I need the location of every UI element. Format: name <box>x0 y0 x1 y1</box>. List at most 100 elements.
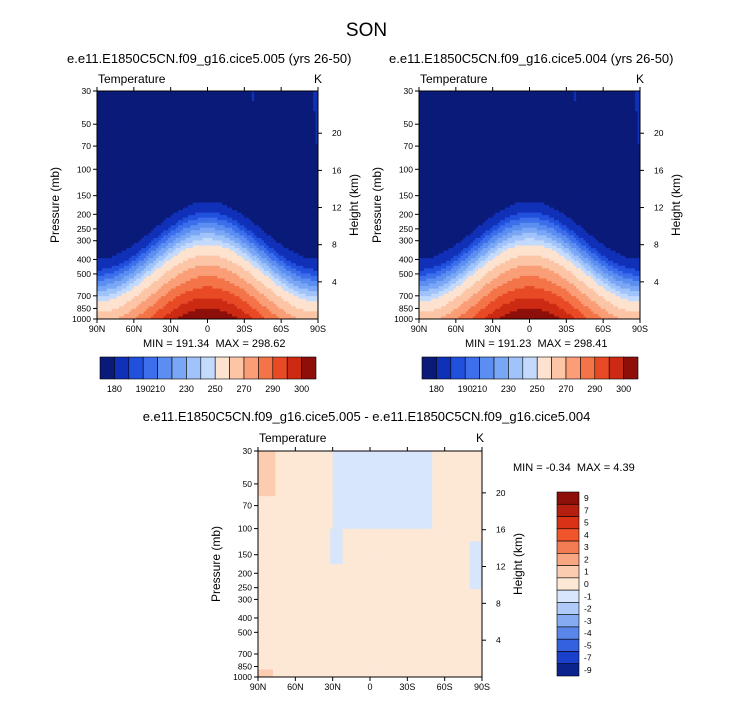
panel2-colorbar-swatch <box>450 356 466 380</box>
panel1-colorbar-swatch <box>114 356 130 380</box>
panel2-colorbar-swatch <box>623 356 639 380</box>
panel3-xtick-label: 30N <box>324 682 341 692</box>
panel3-colorbar-label: -7 <box>584 653 592 663</box>
panel3-colorbar: 9 7 5 4 3 2 1 0 -1 -2 -3 -4 -5 -7 -9 <box>556 491 592 677</box>
panel3-colorbar-swatch <box>556 528 580 542</box>
panel3-colorbar-label: -3 <box>584 616 592 626</box>
panel2-plot: 90N 60N 30N 0 30S 60S 90S 30 50 70 100 150 200 250 300… <box>370 86 683 334</box>
panel2-colorbar-label: 190 <box>458 384 473 394</box>
panel2-colorbar-label: 290 <box>587 384 602 394</box>
panel2-y2tick-label: 8 <box>654 240 659 250</box>
panel1-colorbar-label: 270 <box>236 384 251 394</box>
panel1-minmax: MIN = 191.34 MAX = 298.62 <box>143 338 286 350</box>
panel2-field <box>419 91 640 319</box>
panel3-colorbar-swatch <box>556 503 580 517</box>
panel1-plot: 90N 60N 30N 0 30S 60S 90S 30 50 70 100 150 200 250 300… <box>48 86 361 334</box>
panel1-ytick-label: 150 <box>77 191 91 201</box>
panel3-colorbar-label: 9 <box>584 493 589 503</box>
panel1-ytick-label: 300 <box>77 236 91 246</box>
panel3-xtick-label: 90N <box>250 682 267 692</box>
panel2-ytick-label: 50 <box>404 119 414 129</box>
panel3-max: MAX = 4.39 <box>577 462 635 474</box>
panel2-colorbar-swatch <box>565 356 581 380</box>
panel2-ylabel: Pressure (mb) <box>370 167 384 243</box>
panel2-y2tick-label: 20 <box>654 128 664 138</box>
panel1-ytick-label: 400 <box>77 254 91 264</box>
panel3-colorbar-swatch <box>556 565 580 579</box>
panel3-colorbar-label: 3 <box>584 542 589 552</box>
panel1-colorbar-label: 230 <box>179 384 194 394</box>
panel1-y2tick-label: 8 <box>332 240 337 250</box>
panel3-colorbar-swatch <box>556 602 580 615</box>
panel2-ytick-label: 850 <box>399 303 413 313</box>
panel3-ytick-label: 150 <box>238 550 252 560</box>
panel3-ytick-label: 100 <box>238 524 252 534</box>
panel2-ytick-label: 100 <box>399 164 413 174</box>
panel1-ytick-label: 30 <box>82 86 92 96</box>
panel3-colorbar-swatch <box>556 638 580 652</box>
panel1-ytick-label: 850 <box>77 303 91 313</box>
panel1-colorbar: 180 190 210 230 250 270 290 300 <box>99 356 317 394</box>
panel2-xtick-label: 30S <box>558 324 574 334</box>
panel1-xtick-label: 30S <box>236 324 252 334</box>
panel2-y2tick-label: 4 <box>654 277 659 287</box>
panel2-colorbar-label: 300 <box>616 384 631 394</box>
panel3-xtick-label: 0 <box>367 682 372 692</box>
panel1-colorbar-swatch <box>186 356 202 380</box>
panel1-colorbar-label: 180 <box>107 384 122 394</box>
panel2-minmax: MIN = 191.23 MAX = 298.41 <box>465 338 608 350</box>
panel1-ytick-label: 70 <box>82 141 92 151</box>
panel3-y2label: Height (km) <box>511 533 525 595</box>
panel1-xtick-label: 0 <box>205 324 210 334</box>
panel1-colorbar-swatch <box>243 356 259 380</box>
panel2-colorbar-swatch <box>522 356 538 380</box>
panel2-colorbar-label: 270 <box>558 384 573 394</box>
panel2-xtick-label: 90S <box>632 324 648 334</box>
panel2-max: MAX = 298.41 <box>537 338 607 350</box>
panel3-colorbar-swatch <box>556 614 580 628</box>
panel3-colorbar-swatch <box>556 577 580 591</box>
panel3-minmax: MIN = -0.34 MAX = 4.39 <box>513 462 635 474</box>
panel3-colorbar-label: 4 <box>584 530 589 540</box>
panel1-ytick-label: 200 <box>77 209 91 219</box>
panel2-unit-label: K <box>636 72 644 86</box>
panel1-colorbar-swatch <box>99 356 115 380</box>
panel2-colorbar-swatch <box>608 356 624 380</box>
panel1-colorbar-swatch <box>301 356 317 380</box>
panel3-colorbar-swatch <box>556 553 580 566</box>
panel2-colorbar-label: 210 <box>472 384 487 394</box>
panel1-colorbar-swatch <box>142 356 158 380</box>
panel3-y2tick-label: 4 <box>496 635 501 645</box>
panel3-colorbar-label: -9 <box>584 665 592 675</box>
panel1-colorbar-swatch <box>229 356 245 380</box>
figure-title: SON <box>0 20 733 42</box>
panel1-colorbar-label: 190 <box>136 384 151 394</box>
panel3-colorbar-swatch <box>556 651 580 665</box>
panel2-colorbar-label: 250 <box>530 384 545 394</box>
panel3-colorbar-swatch <box>556 491 580 505</box>
panel1-ytick-label: 1000 <box>72 314 91 324</box>
panel2-xtick-label: 90N <box>411 324 428 334</box>
panel3-colorbar-label: -1 <box>584 591 592 601</box>
panel3-colorbar-swatch <box>556 589 580 603</box>
panel2-ytick-label: 400 <box>399 254 413 264</box>
panel3-y2tick-label: 8 <box>496 598 501 608</box>
panel2-ytick-label: 70 <box>404 141 414 151</box>
panel2-xtick-label: 60N <box>448 324 465 334</box>
panel1-variable-label: Temperature <box>98 72 165 86</box>
panel3-ytick-label: 200 <box>238 568 252 578</box>
panel2-colorbar-label: 230 <box>501 384 516 394</box>
panel3-y2tick-label: 20 <box>496 488 506 498</box>
panel3-ytick-label: 30 <box>243 446 253 456</box>
panel3-ytick-label: 400 <box>238 613 252 623</box>
panel1-xtick-label: 90S <box>310 324 326 334</box>
panel2-xtick-label: 30N <box>484 324 501 334</box>
panel1-field <box>97 91 318 319</box>
panel3-colorbar-swatch <box>556 626 580 640</box>
panel1-title: e.e11.E1850C5CN.f09_g16.cice5.005 (yrs 2… <box>67 51 352 66</box>
panel1-colorbar-swatch <box>128 356 144 380</box>
panel1-min: MIN = 191.34 <box>143 338 209 350</box>
panel3-colorbar-swatch <box>556 663 580 677</box>
panel3-colorbar-label: 0 <box>584 579 589 589</box>
